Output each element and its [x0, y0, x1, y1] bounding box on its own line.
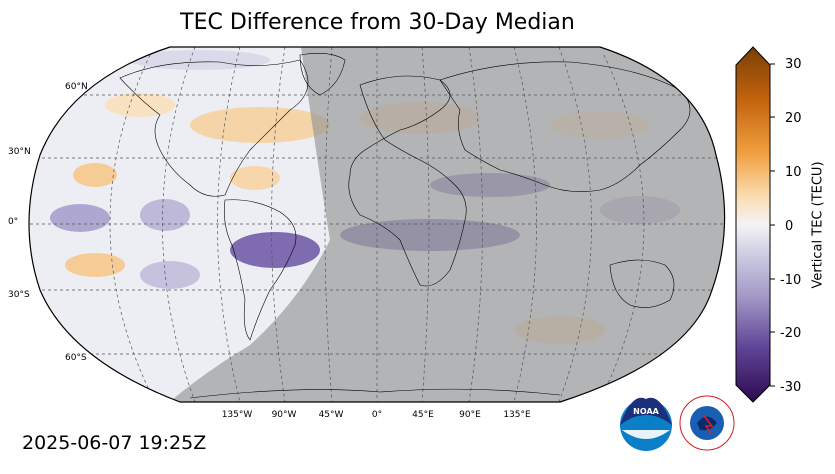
graticule [29, 47, 725, 402]
map-field [29, 47, 725, 402]
anomaly-negative [140, 199, 190, 231]
lat-label-30s: 30°S [8, 290, 30, 300]
anomaly-positive [230, 166, 280, 190]
anomaly-negative [230, 232, 320, 268]
noaa-logo-text: NOAA [633, 407, 659, 416]
colorbar-tick: -10 [780, 273, 801, 288]
colorbar-tick: 0 [785, 219, 793, 234]
anomaly-negative [140, 261, 200, 289]
anomaly-positive [105, 93, 175, 117]
anomaly-positive [65, 253, 125, 277]
night-shading [160, 47, 725, 402]
lat-label-0: 0° [8, 217, 18, 227]
lon-label-45e: 45°E [412, 410, 434, 420]
anomaly-negative [50, 204, 110, 232]
lat-label-30n: 30°N [8, 147, 31, 157]
noaa-logo: NOAA [620, 397, 672, 451]
colorbar-tick: -30 [780, 380, 801, 395]
colorbar-tick: -20 [780, 326, 801, 341]
lon-label-135w: 135°W [222, 410, 253, 420]
colorbar-body [735, 46, 771, 403]
nws-logo [679, 395, 735, 451]
lon-label-45w: 45°W [319, 410, 344, 420]
anomaly-positive [73, 163, 117, 187]
lon-label-0: 0° [372, 410, 382, 420]
lon-label-90e: 90°E [459, 410, 481, 420]
colorbar-label: Vertical TEC (TECU) [810, 161, 826, 289]
anomaly-positive [190, 107, 330, 143]
colorbar-tick: 20 [785, 111, 802, 126]
colorbar-tick: 30 [785, 57, 802, 72]
map-title: TEC Difference from 30-Day Median [180, 10, 575, 35]
lat-label-60s: 60°S [65, 353, 87, 363]
coastlines [119, 53, 691, 399]
colorbar-tick: 10 [785, 165, 802, 180]
lat-label-60n: 60°N [65, 82, 88, 92]
anomaly-negative [130, 50, 270, 70]
timestamp: 2025-06-07 19:25Z [22, 432, 207, 454]
globe-outline [28, 46, 726, 403]
lon-label-90w: 90°W [272, 410, 297, 420]
lon-label-135e: 135°E [503, 410, 531, 420]
colorbar: 30 20 10 0 -10 -20 -30 [735, 46, 802, 403]
